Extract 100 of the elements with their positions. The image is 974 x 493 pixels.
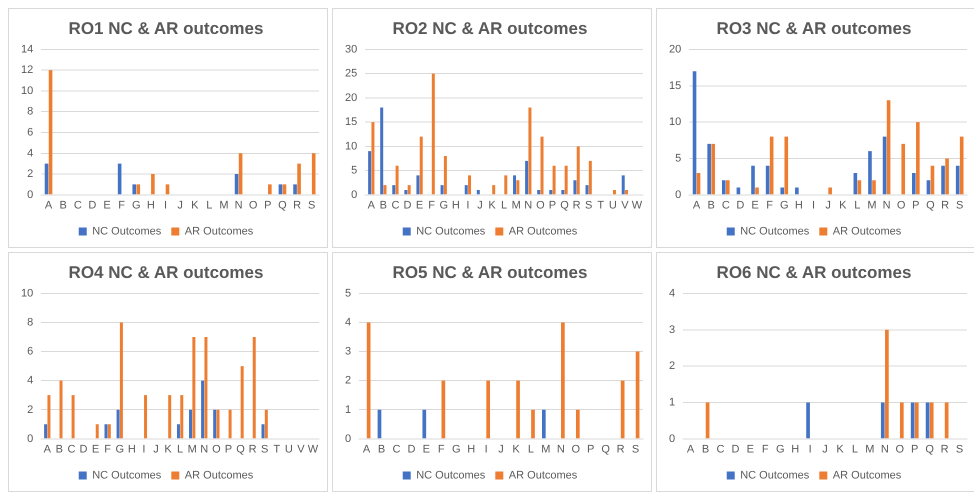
bar <box>442 380 446 438</box>
x-tick-label: L <box>528 443 534 456</box>
bar <box>516 380 520 438</box>
x-tick-label: D <box>731 443 740 456</box>
x-tick-label: K <box>191 199 200 212</box>
bar <box>192 337 196 438</box>
bar <box>104 424 108 438</box>
bar <box>268 184 272 194</box>
legend-label: AR Outcomes <box>832 470 902 482</box>
bar <box>620 380 624 438</box>
y-tick-label: 20 <box>668 43 682 56</box>
bar <box>368 151 372 194</box>
x-tick-label: G <box>452 443 461 456</box>
x-tick-label: T <box>597 199 604 212</box>
bar <box>564 166 568 194</box>
y-tick-label: 15 <box>668 80 682 92</box>
bar <box>72 395 75 438</box>
y-tick-label: 2 <box>344 374 352 387</box>
y-tick-label: 6 <box>27 126 34 139</box>
x-tick-label: E <box>746 443 754 456</box>
bar <box>366 322 370 438</box>
chart-title: RO3 NC & AR outcomes <box>716 18 912 38</box>
x-tick-label: M <box>867 199 877 212</box>
x-tick-label: Q <box>926 199 936 212</box>
bar <box>189 410 192 438</box>
x-tick-label: A <box>44 443 52 456</box>
bar <box>549 190 552 194</box>
y-tick-label: 0 <box>351 188 358 201</box>
bar <box>432 74 435 194</box>
bar <box>44 164 48 194</box>
y-tick-label: 25 <box>344 68 358 80</box>
x-tick-label: I <box>808 443 812 456</box>
legend-label: NC Outcomes <box>740 226 810 238</box>
legend-label: AR Outcomes <box>832 226 902 238</box>
bar <box>416 175 420 194</box>
legend-label: NC Outcomes <box>416 226 486 238</box>
bar <box>625 190 628 194</box>
y-tick-label: 4 <box>344 316 352 329</box>
bar <box>44 424 48 438</box>
x-tick-label: P <box>224 443 232 456</box>
x-tick-label: I <box>812 199 816 212</box>
bar <box>144 395 148 438</box>
x-tick-label: C <box>716 443 724 456</box>
x-tick-label: S <box>956 199 964 212</box>
y-tick-label: 10 <box>344 140 358 152</box>
bar <box>736 188 740 194</box>
x-tick-label: D <box>88 199 96 212</box>
x-tick-label: D <box>736 199 744 212</box>
bar <box>770 136 774 194</box>
x-tick-label: E <box>92 443 100 456</box>
x-tick-label: V <box>297 443 306 456</box>
bar <box>422 410 426 438</box>
x-tick-label: U <box>608 199 617 212</box>
x-tick-label: N <box>556 443 565 456</box>
bar <box>476 190 480 194</box>
bar <box>886 100 890 194</box>
bar <box>542 410 546 438</box>
bar <box>380 108 384 194</box>
x-tick-label: C <box>722 199 730 212</box>
x-tick-label: J <box>822 443 828 456</box>
legend-label: NC Outcomes <box>92 226 162 238</box>
bar <box>912 172 916 194</box>
x-tick-label: J <box>153 443 159 456</box>
bar <box>297 164 301 194</box>
x-tick-label: E <box>416 199 424 212</box>
x-tick-label: C <box>67 443 76 456</box>
bar <box>216 410 220 438</box>
x-tick-label: L <box>854 199 860 212</box>
x-tick-label: N <box>234 199 243 212</box>
bar <box>926 180 930 194</box>
x-tick-label: F <box>438 443 445 456</box>
bar <box>882 136 886 194</box>
x-tick-label: U <box>284 443 293 456</box>
bar <box>240 366 244 438</box>
x-tick-label: D <box>80 443 88 456</box>
chart-title: RO2 NC & AR outcomes <box>392 18 588 38</box>
bar <box>956 166 960 194</box>
x-tick-label: A <box>368 199 376 212</box>
x-tick-label: W <box>632 199 643 212</box>
x-tick-label: Q <box>560 199 570 212</box>
x-tick-label: F <box>104 443 112 456</box>
x-tick-label: H <box>467 443 476 456</box>
x-tick-label: G <box>439 199 448 212</box>
x-tick-label: C <box>392 443 400 456</box>
x-tick-label: S <box>632 443 640 456</box>
x-tick-label: R <box>293 199 302 212</box>
bar <box>755 188 759 194</box>
x-tick-label: J <box>825 199 831 212</box>
x-tick-label: B <box>707 199 715 212</box>
y-tick-label: 8 <box>27 106 34 118</box>
chart-title: RO5 NC & AR outcomes <box>392 262 588 282</box>
x-tick-label: I <box>142 443 146 456</box>
bar <box>48 70 52 194</box>
bar <box>588 160 592 194</box>
y-tick-label: 12 <box>20 64 34 76</box>
bar <box>872 180 876 194</box>
bar <box>586 185 588 194</box>
x-tick-label: O <box>896 199 906 212</box>
bar <box>540 136 544 194</box>
bar <box>795 188 799 194</box>
